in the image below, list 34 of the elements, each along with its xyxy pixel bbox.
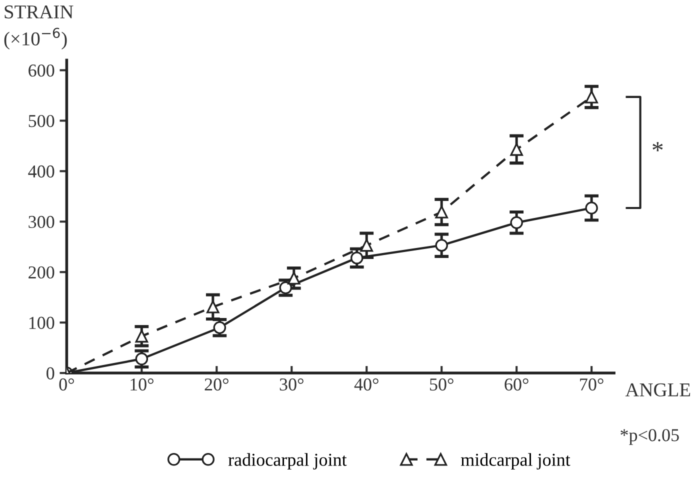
x-axis-title: ANGLE [625,383,690,396]
y-tick-label: 500 [28,114,54,128]
x-tick-label: 40° [354,378,378,391]
x-tick-label: 30° [280,378,304,391]
x-tick-label: 20° [204,378,228,391]
y-tick-label: 600 [28,64,54,77]
point [288,272,300,285]
legend-label: radiocarpal joint [228,453,347,470]
text: *p<0.05 [620,429,679,445]
point [510,143,523,156]
x-tick-label: 50° [430,378,454,391]
legend-label: midcarpal joint [460,453,570,470]
point [135,352,148,366]
point [510,216,523,230]
point [585,90,598,104]
y-tick-label: 0 [46,367,54,380]
y-tick-label: 100 [29,316,54,329]
x-tick-label: 10° [130,378,154,391]
text: * [652,142,663,152]
point [350,252,364,264]
point [279,281,292,294]
y-tick-label: 400 [28,165,54,178]
point [360,238,374,252]
point [135,330,148,343]
x-tick-label: 0° [59,378,74,391]
y-tick-label: 200 [28,266,54,279]
y-tick-label: 300 [28,216,54,228]
point [585,202,598,214]
point [435,206,448,218]
point [435,238,448,252]
y-axis-title: STRAIN (×10$^{−6}$) [4,5,74,50]
x-tick-label: 70° [580,378,604,391]
point [206,300,220,314]
x-tick-label: 60° [504,378,528,391]
